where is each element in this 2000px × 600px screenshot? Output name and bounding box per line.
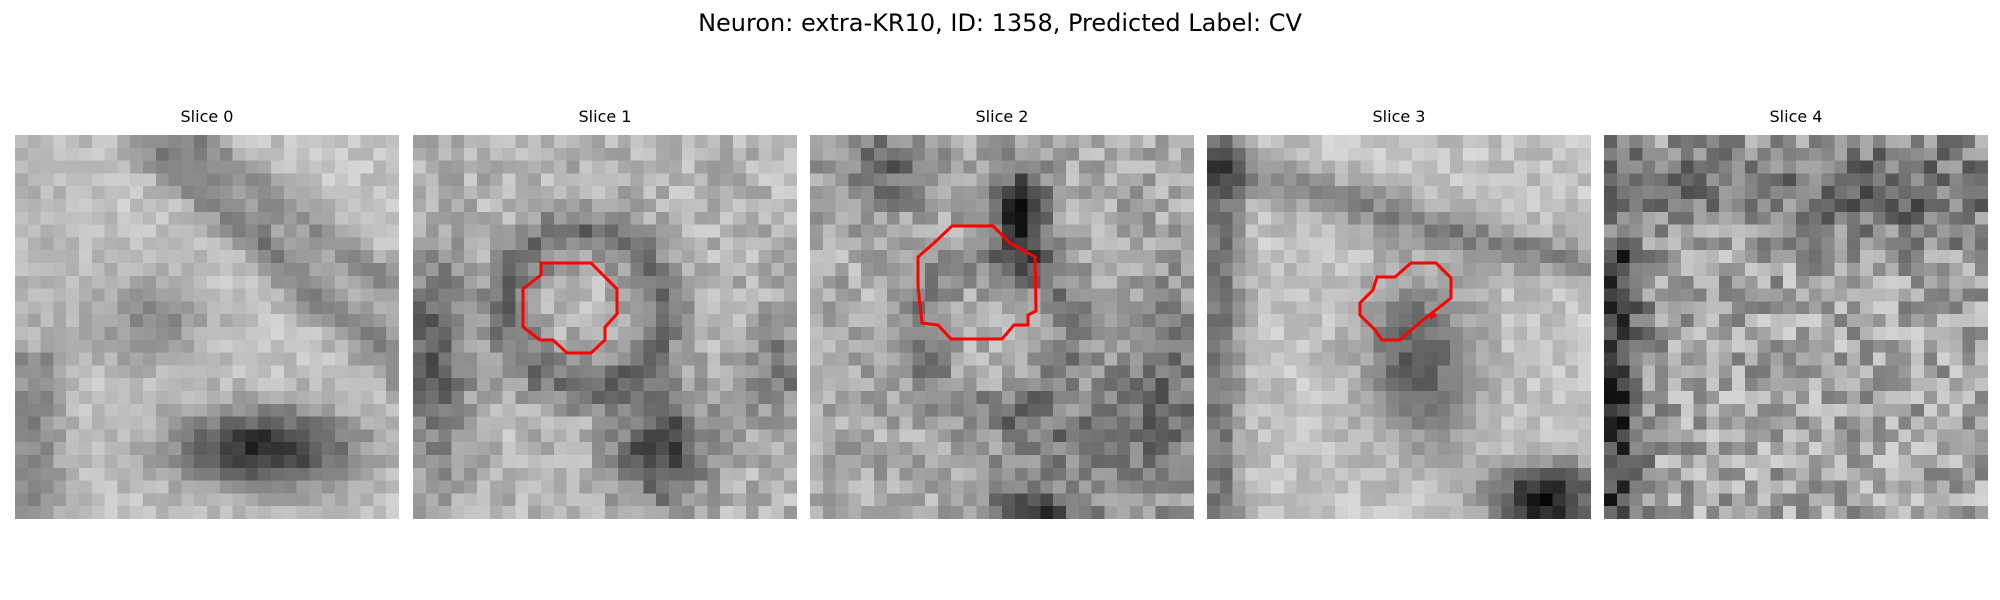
slice-title: Slice 4 — [1769, 107, 1823, 126]
slice-title: Slice 2 — [975, 107, 1029, 126]
figure-title: Neuron: extra-KR10, ID: 1358, Predicted … — [698, 9, 1302, 37]
slice-title: Slice 0 — [180, 107, 234, 126]
slice-panel-3: Slice 3 — [1207, 107, 1591, 519]
slice-title: Slice 3 — [1372, 107, 1426, 126]
slice-panel-1: Slice 1 — [413, 107, 797, 519]
slice-panel-2: Slice 2 — [810, 107, 1194, 519]
slice-panel-4: Slice 4 — [1604, 107, 1988, 519]
slice-title: Slice 1 — [578, 107, 632, 126]
microscopy-image — [15, 135, 399, 519]
segmentation-contour — [1358, 261, 1453, 342]
segmentation-contour — [521, 261, 619, 355]
microscopy-image — [1207, 135, 1591, 519]
microscopy-image — [1604, 135, 1988, 519]
slice-panel-0: Slice 0 — [15, 107, 399, 519]
microscopy-image — [810, 135, 1194, 519]
segmentation-contour — [916, 224, 1038, 341]
